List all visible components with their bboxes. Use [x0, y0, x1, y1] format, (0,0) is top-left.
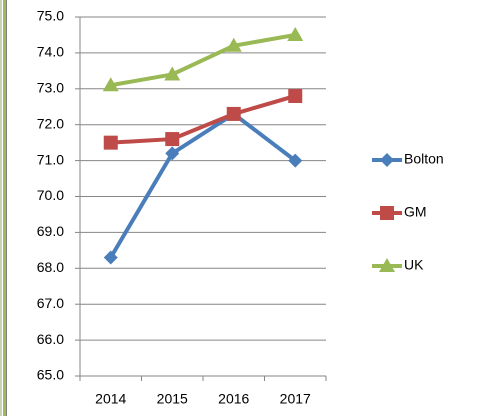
frame-edge — [3, 0, 6, 416]
legend-label: UK — [404, 257, 424, 273]
y-tick-label: 75.0 — [37, 8, 64, 24]
marker — [164, 66, 181, 81]
marker — [380, 153, 394, 167]
y-tick-label: 69.0 — [37, 223, 64, 239]
marker — [287, 26, 304, 41]
y-tick-label: 72.0 — [37, 115, 64, 131]
frame-edge — [6, 0, 7, 416]
marker — [103, 250, 118, 265]
series-line — [109, 111, 297, 259]
marker — [102, 77, 119, 92]
marker — [379, 258, 395, 272]
y-tick-label: 65.0 — [37, 367, 64, 383]
legend-label: Bolton — [404, 151, 444, 167]
marker — [380, 206, 394, 220]
marker — [288, 153, 303, 168]
x-tick-label: 2015 — [157, 391, 188, 407]
y-tick-label: 73.0 — [37, 80, 64, 96]
x-tick-label: 2014 — [95, 391, 126, 407]
marker — [288, 88, 303, 103]
y-tick-label: 67.0 — [37, 295, 64, 311]
series-line — [110, 32, 296, 88]
marker — [225, 37, 242, 52]
y-tick-label: 68.0 — [37, 259, 64, 275]
y-tick-label: 74.0 — [37, 44, 64, 60]
marker — [165, 132, 180, 147]
marker — [165, 146, 180, 161]
marker — [226, 106, 241, 121]
marker — [103, 135, 118, 150]
legend-label: GM — [404, 204, 427, 220]
series-line — [110, 94, 296, 145]
x-tick-label: 2017 — [280, 391, 311, 407]
y-tick-label: 70.0 — [37, 187, 64, 203]
y-tick-label: 71.0 — [37, 151, 64, 167]
frame-edge — [0, 0, 2, 416]
y-tick-label: 66.0 — [37, 331, 64, 347]
x-tick-label: 2016 — [218, 391, 249, 407]
